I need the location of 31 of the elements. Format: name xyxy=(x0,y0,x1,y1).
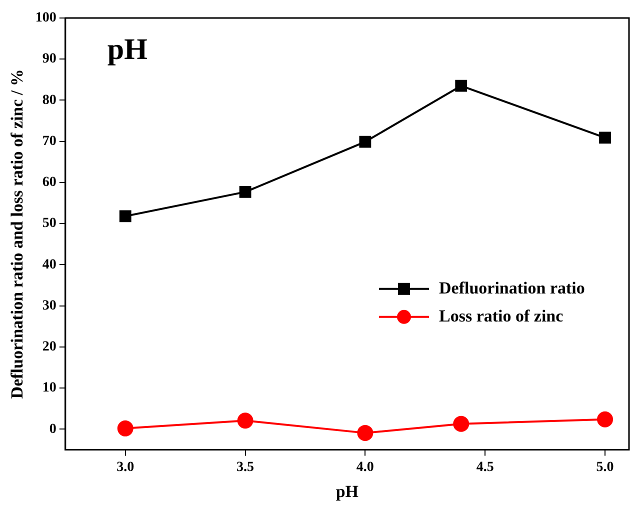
legend-label: Loss ratio of zinc xyxy=(439,306,564,326)
point xyxy=(359,136,372,148)
point xyxy=(455,80,468,92)
y-tick-label: 60 xyxy=(42,175,56,190)
point xyxy=(453,416,470,432)
point xyxy=(597,411,614,428)
x-tick-label: 5.0 xyxy=(596,460,614,475)
point xyxy=(357,424,374,441)
y-tick-label: 100 xyxy=(35,10,56,26)
x-axis-title: pH xyxy=(336,482,359,502)
x-tick-label: 4.0 xyxy=(356,460,374,475)
annotation: pH xyxy=(107,32,148,66)
y-tick-label: 80 xyxy=(42,92,56,108)
y-tick-label: 90 xyxy=(42,52,56,67)
x-tick-label: 3.0 xyxy=(116,460,134,475)
point xyxy=(119,210,132,222)
x-tick-label: 3.5 xyxy=(236,460,254,475)
y-tick-label: 10 xyxy=(42,380,56,396)
y-tick-label: 40 xyxy=(42,257,56,272)
point xyxy=(599,132,611,144)
y-tick-label: 20 xyxy=(42,340,56,355)
point xyxy=(237,412,254,429)
y-axis-title: Defluorination ratio and loss ratio of zinc / % xyxy=(8,69,27,399)
point xyxy=(239,186,252,198)
y-tick-label: 0 xyxy=(49,422,56,437)
y-tick-label: 30 xyxy=(42,298,56,314)
y-tick-label: 70 xyxy=(42,134,56,149)
x-tick-label: 4.5 xyxy=(476,460,494,475)
point xyxy=(117,420,134,436)
y-tick-label: 50 xyxy=(42,216,56,232)
legend-label: Defluorination ratio xyxy=(439,278,585,298)
